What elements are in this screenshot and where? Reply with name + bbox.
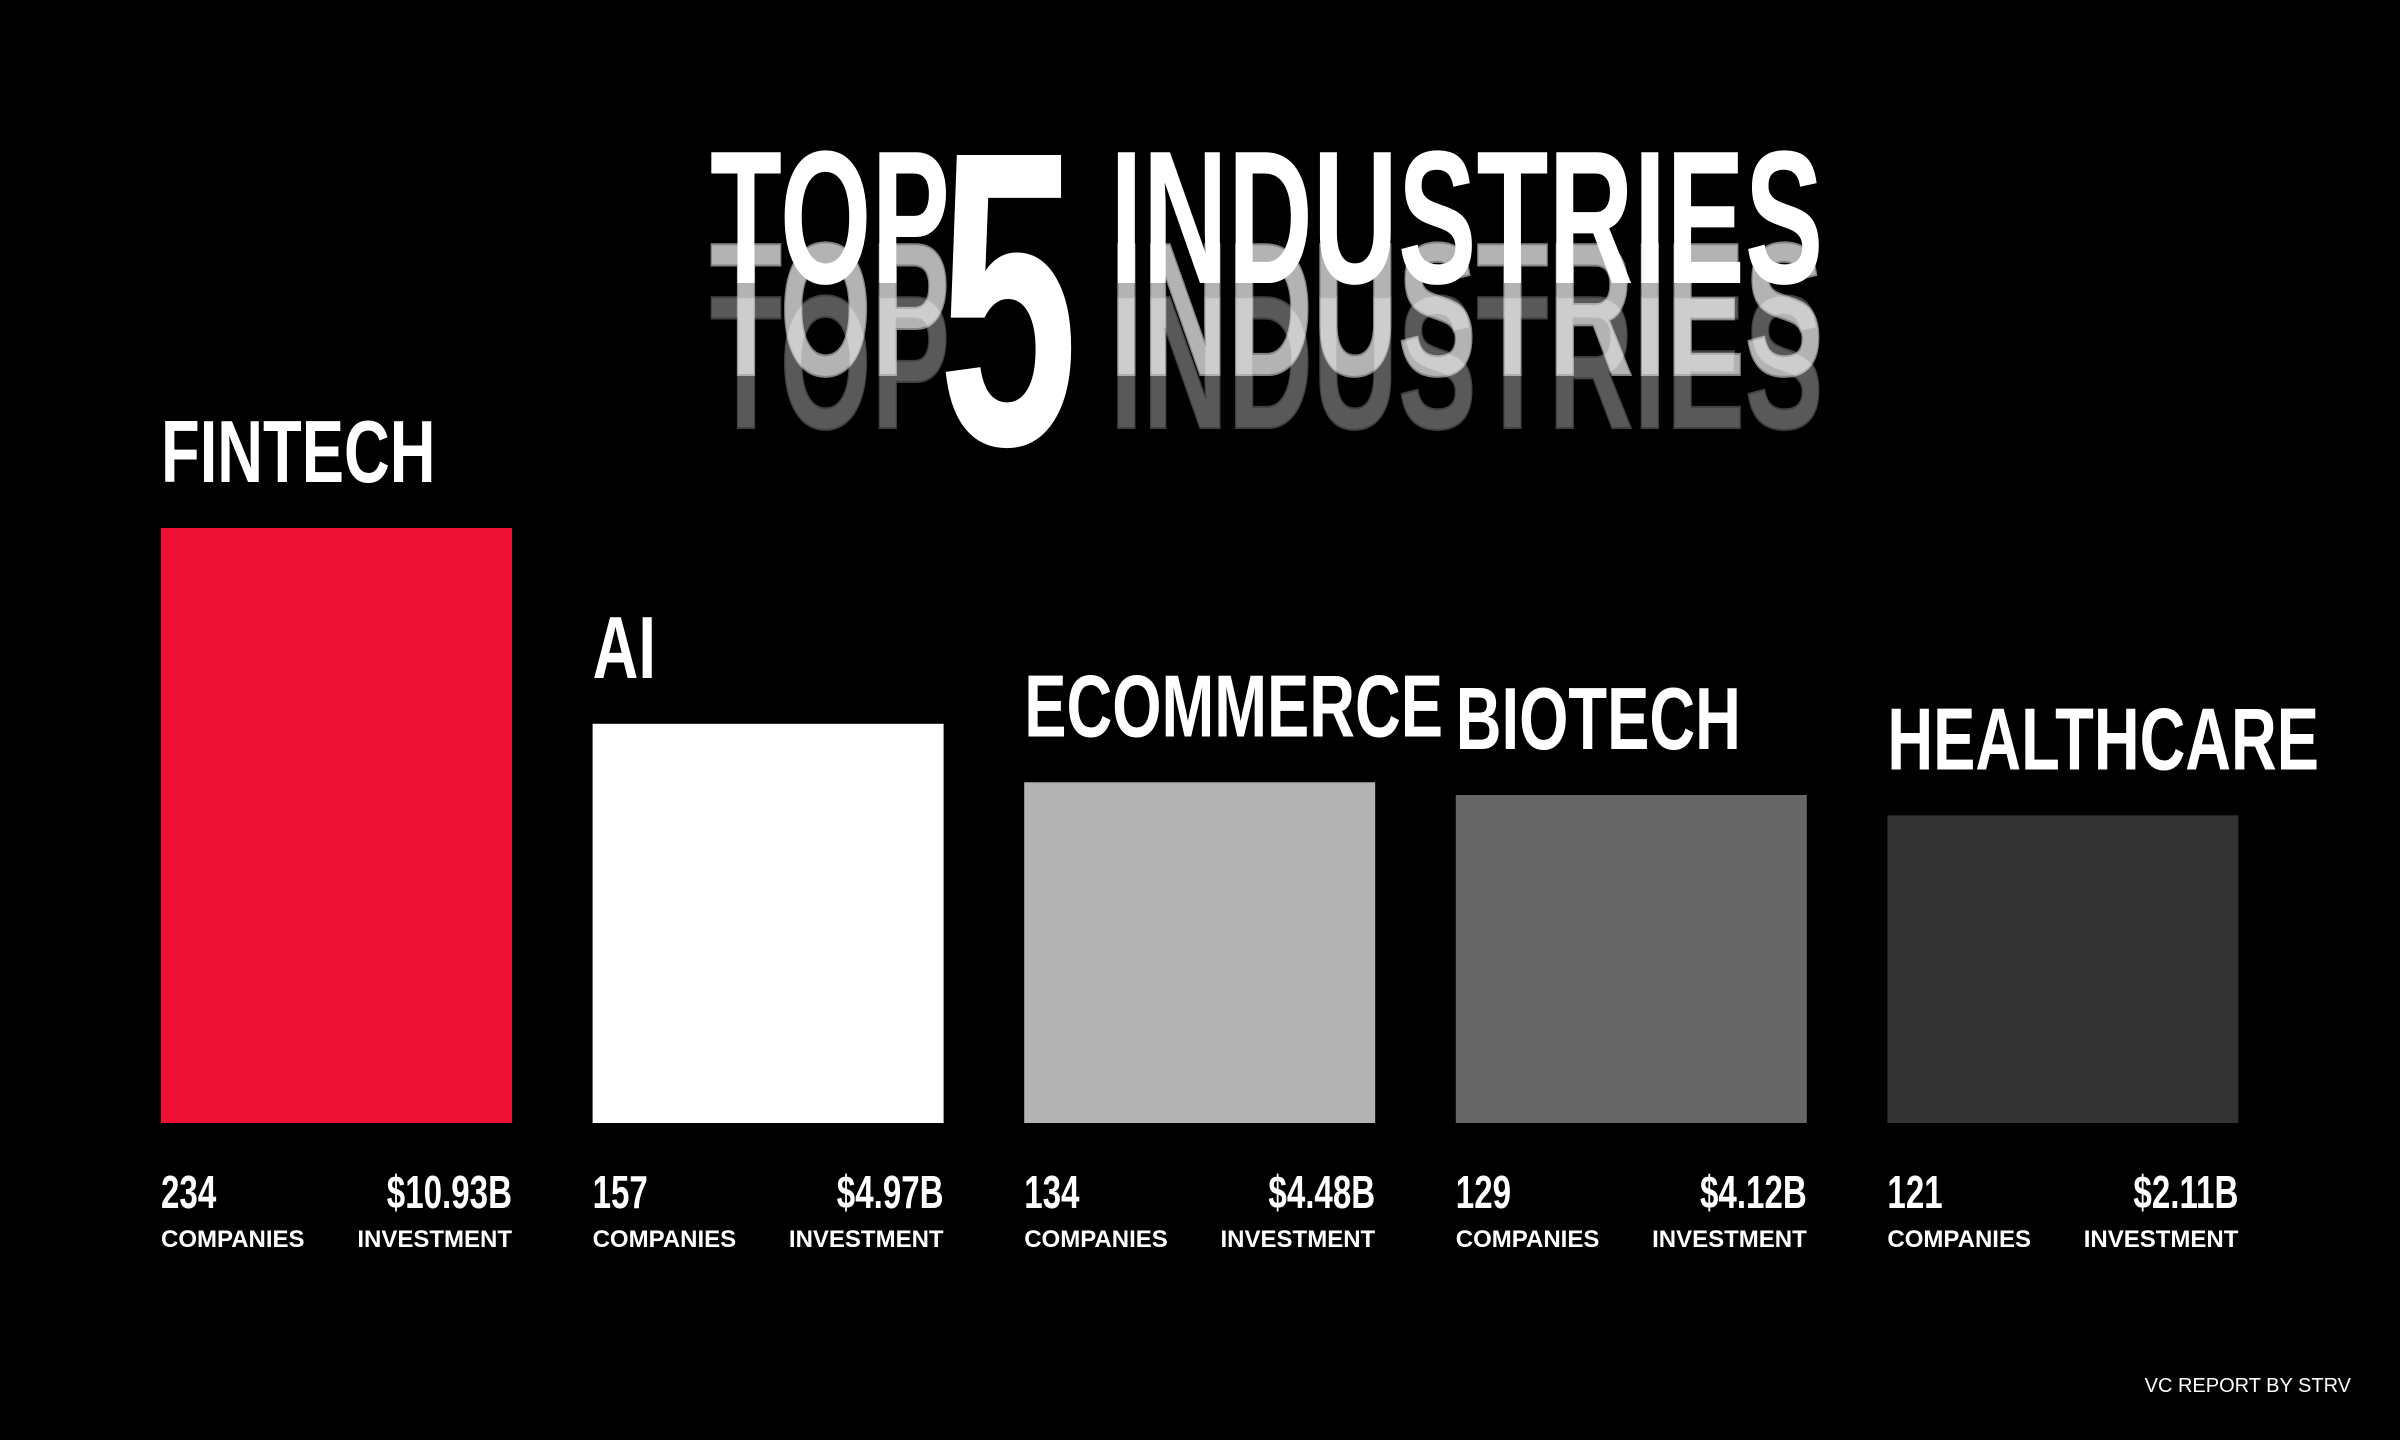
companies-value: 157: [593, 1168, 648, 1218]
title-echo: TOP: [710, 204, 950, 416]
bar: [592, 723, 944, 1123]
investment-label: INVESTMENT: [789, 1226, 944, 1253]
companies-value: 234: [161, 1168, 217, 1218]
investment-value: $4.48B: [1268, 1168, 1375, 1218]
companies-label: COMPANIES: [1887, 1226, 2031, 1253]
footer: VC REPORT BY STRV: [2145, 1375, 2352, 1397]
companies-label: COMPANIES: [593, 1226, 737, 1253]
title: INDUSTRIES: [1110, 112, 1823, 324]
investment-value: $4.97B: [837, 1168, 944, 1218]
companies-value: 134: [1024, 1168, 1080, 1218]
bar: [1455, 794, 1807, 1123]
category-label: FINTECH: [161, 404, 435, 502]
category-label: HEALTHCARE: [1887, 691, 2319, 789]
title-echo: TOP: [710, 257, 950, 469]
bar: [1887, 815, 2239, 1123]
category-label: BIOTECH: [1456, 671, 1741, 769]
investment-label: INVESTMENT: [1652, 1226, 1807, 1253]
title: TOP: [710, 112, 950, 324]
title-echo: INDUSTRIES: [1110, 204, 1823, 416]
investment-label: INVESTMENT: [357, 1226, 512, 1253]
companies-value: 129: [1456, 1168, 1511, 1218]
companies-value: 121: [1887, 1168, 1942, 1218]
title-echo: INDUSTRIES: [1110, 257, 1823, 469]
title: 5: [938, 64, 1078, 533]
bar: [161, 528, 512, 1123]
investment-value: $4.12B: [1700, 1168, 1807, 1218]
bar: [1024, 782, 1376, 1123]
category-label: ECOMMERCE: [1024, 658, 1443, 756]
companies-label: COMPANIES: [1024, 1226, 1168, 1253]
investment-value: $10.93B: [387, 1168, 512, 1218]
companies-label: COMPANIES: [1456, 1226, 1600, 1253]
companies-label: COMPANIES: [161, 1226, 305, 1253]
investment-label: INVESTMENT: [2084, 1226, 2239, 1253]
investment-value: $2.11B: [2133, 1168, 2238, 1218]
category-label: AI: [593, 600, 656, 698]
investment-label: INVESTMENT: [1221, 1226, 1376, 1253]
